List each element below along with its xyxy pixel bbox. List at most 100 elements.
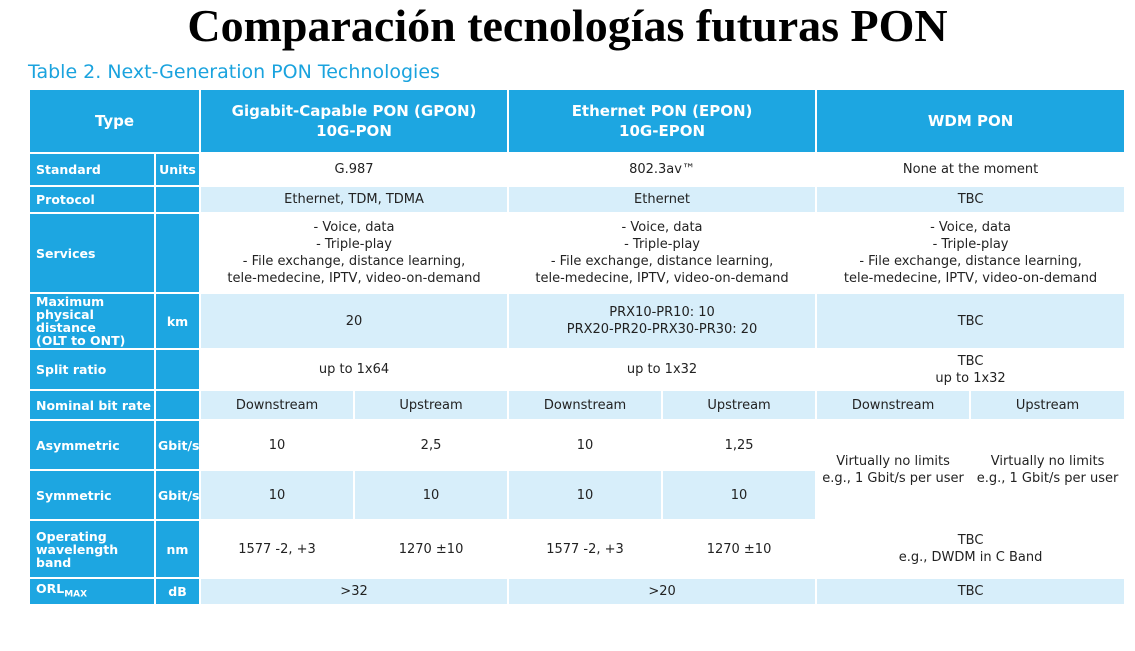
gpon-split: up to 1x64 — [201, 350, 508, 389]
epon-standard: 802.3av™ — [509, 154, 816, 185]
service-line: tele-medecine, IPTV, video-on-demand — [227, 271, 481, 286]
gpon-sym-down: 10 — [201, 471, 354, 519]
row-wavelength: Operating wavelength band nm 1577 -2, +3… — [30, 521, 1125, 577]
wdm-rate-line: Virtually no limits — [990, 454, 1105, 469]
service-line: - Triple-play — [316, 237, 392, 252]
split-line: up to 1x32 — [935, 370, 1006, 386]
epon-sym-down: 10 — [509, 471, 662, 519]
wdm-downstream-header: Downstream — [817, 391, 970, 419]
label-split: Split ratio — [30, 350, 154, 389]
gpon-standard: G.987 — [201, 154, 508, 185]
service-line: - File exchange, distance learning, — [859, 254, 1082, 269]
label-distance: Maximum physical distance (OLT to ONT) — [30, 294, 154, 348]
epon-orl: >20 — [509, 579, 816, 604]
wdm-rate-line: e.g., 1 Gbit/s per user — [976, 471, 1119, 486]
epon-distance: PRX10-PR10: 10 PRX20-PR20-PRX30-PR30: 20 — [509, 294, 816, 348]
wdm-split: TBC up to 1x32 — [817, 350, 1125, 389]
units-header: Units — [156, 154, 200, 185]
row-split: Split ratio up to 1x64 up to 1x32 TBC up… — [30, 350, 1125, 389]
header-gpon-variant: 10G-PON — [316, 122, 392, 140]
wdm-wavelength: TBC e.g., DWDM in C Band — [817, 521, 1125, 577]
header-gpon-name: Gigabit-Capable PON (GPON) — [231, 102, 477, 120]
row-services: Services - Voice, data - Triple-play - F… — [30, 214, 1125, 292]
label-line: band — [36, 554, 72, 570]
gpon-downstream-header: Downstream — [201, 391, 354, 419]
label-standard: Standard — [30, 154, 154, 185]
gpon-distance: 20 — [201, 294, 508, 348]
label-line: Operating — [36, 528, 107, 544]
service-line: - Voice, data — [313, 220, 395, 235]
slide-title: Comparación tecnologías futuras PON — [187, 0, 948, 51]
wdm-orl: TBC — [817, 579, 1125, 604]
label-asymmetric: Asymmetric — [30, 421, 154, 469]
table-caption: Table 2. Next-Generation PON Technologie… — [28, 61, 440, 83]
label-services: Services — [30, 214, 154, 292]
orl-label-sub: MAX — [64, 589, 88, 600]
gpon-asym-down: 10 — [201, 421, 354, 469]
epon-wl-down: 1577 -2, +3 — [509, 521, 662, 577]
row-protocol: Protocol Ethernet, TDM, TDMA Ethernet TB… — [30, 187, 1125, 212]
gpon-orl: >32 — [201, 579, 508, 604]
row-asymmetric: Asymmetric Gbit/s 10 2,5 10 1,25 Virtual… — [30, 421, 1125, 519]
wdm-services: - Voice, data - Triple-play - File excha… — [817, 214, 1125, 292]
unit-services — [156, 214, 200, 292]
gpon-upstream-header: Upstream — [355, 391, 508, 419]
unit-bitrate — [156, 391, 200, 419]
service-line: - File exchange, distance learning, — [550, 254, 774, 269]
unit-symmetric: Gbit/s — [156, 471, 200, 519]
orl-label-main: ORL — [36, 580, 65, 596]
wdm-standard: None at the moment — [817, 154, 1125, 185]
service-line: - Voice, data — [930, 220, 1012, 235]
gpon-sym-up: 10 — [355, 471, 508, 519]
service-line: - File exchange, distance learning, — [242, 254, 466, 269]
epon-protocol: Ethernet — [509, 187, 816, 212]
service-line: - Triple-play — [624, 237, 700, 252]
label-line: Maximum physical — [36, 294, 105, 322]
gpon-wl-down: 1577 -2, +3 — [201, 521, 354, 577]
label-bitrate: Nominal bit rate — [30, 391, 154, 419]
row-standard: Standard Units G.987 802.3av™ None at th… — [30, 154, 1125, 185]
wdm-rate-down: Virtually no limits e.g., 1 Gbit/s per u… — [817, 421, 970, 519]
header-epon: Ethernet PON (EPON) 10G-EPON — [509, 90, 816, 152]
service-line: - Triple-play — [932, 237, 1009, 252]
split-line: TBC — [957, 353, 984, 369]
epon-split: up to 1x32 — [509, 350, 816, 389]
epon-wl-up: 1270 ±10 — [663, 521, 816, 577]
unit-orl: dB — [156, 579, 200, 604]
unit-distance: km — [156, 294, 200, 348]
row-bitrate: Nominal bit rate Downstream Upstream Dow… — [30, 391, 1125, 419]
service-line: tele-medecine, IPTV, video-on-demand — [843, 271, 1098, 286]
epon-asym-up: 1,25 — [663, 421, 816, 469]
row-symmetric: Symmetric Gbit/s 10 10 10 10 — [30, 471, 1124, 519]
epon-services: - Voice, data - Triple-play - File excha… — [509, 214, 816, 292]
header-type: Type — [30, 90, 200, 152]
label-line: wavelength — [36, 541, 119, 557]
gpon-services: - Voice, data - Triple-play - File excha… — [201, 214, 508, 292]
label-line: (OLT to ONT) — [36, 333, 126, 348]
wdm-rate-line: Virtually no limits — [836, 454, 950, 469]
label-wavelength: Operating wavelength band — [30, 521, 154, 577]
header-epon-name: Ethernet PON (EPON) — [571, 102, 753, 120]
label-orl: ORLMAX — [30, 579, 154, 604]
service-line: tele-medecine, IPTV, video-on-demand — [535, 271, 789, 286]
unit-protocol — [156, 187, 200, 212]
epon-downstream-header: Downstream — [509, 391, 662, 419]
header-gpon: Gigabit-Capable PON (GPON) 10G-PON — [201, 90, 508, 152]
gpon-asym-up: 2,5 — [355, 421, 508, 469]
distance-line: PRX20-PR20-PRX30-PR30: 20 — [566, 322, 758, 337]
pon-comparison-table: Type Gigabit-Capable PON (GPON) 10G-PON … — [28, 88, 1126, 606]
wdm-rate-line: e.g., 1 Gbit/s per user — [822, 471, 964, 486]
epon-upstream-header: Upstream — [663, 391, 816, 419]
label-symmetric: Symmetric — [30, 471, 154, 519]
unit-wavelength: nm — [156, 521, 200, 577]
label-protocol: Protocol — [30, 187, 154, 212]
service-line: - Voice, data — [621, 220, 703, 235]
wdm-rate-up: Virtually no limits e.g., 1 Gbit/s per u… — [971, 421, 1125, 519]
epon-sym-up: 10 — [663, 471, 816, 519]
row-distance: Maximum physical distance (OLT to ONT) k… — [30, 294, 1125, 348]
header-wdm: WDM PON — [817, 90, 1125, 152]
wdm-upstream-header: Upstream — [971, 391, 1125, 419]
row-orl: ORLMAX dB >32 >20 TBC — [30, 579, 1125, 604]
unit-split — [156, 350, 200, 389]
header-epon-variant: 10G-EPON — [619, 122, 706, 140]
